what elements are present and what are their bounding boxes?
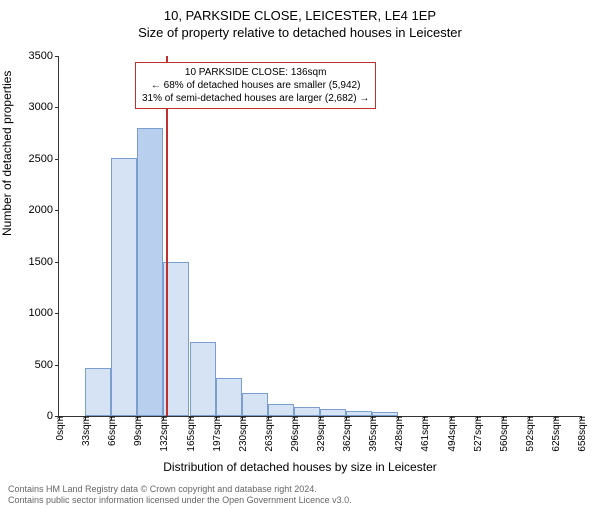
histogram-bar <box>137 128 163 416</box>
histogram-bar <box>111 158 137 416</box>
histogram-bar <box>190 342 216 416</box>
x-tick-label: 99sqm <box>133 416 144 446</box>
footer-attribution: Contains HM Land Registry data © Crown c… <box>8 484 352 506</box>
y-tick-mark <box>55 107 59 108</box>
x-tick-label: 395sqm <box>368 416 379 452</box>
y-tick-mark <box>55 365 59 366</box>
x-tick-label: 230sqm <box>238 416 249 452</box>
info-box: 10 PARKSIDE CLOSE: 136sqm← 68% of detach… <box>135 62 376 109</box>
x-tick-label: 560sqm <box>499 416 510 452</box>
x-tick-label: 197sqm <box>212 416 223 452</box>
histogram-bar <box>216 378 242 416</box>
x-tick-label: 362sqm <box>342 416 353 452</box>
histogram-bar <box>85 368 111 416</box>
x-tick-label: 132sqm <box>159 416 170 452</box>
histogram-bar <box>320 409 346 416</box>
x-tick-label: 296sqm <box>290 416 301 452</box>
reference-line <box>166 56 168 416</box>
x-tick-label: 428sqm <box>394 416 405 452</box>
info-box-line: ← 68% of detached houses are smaller (5,… <box>142 79 369 92</box>
x-tick-label: 658sqm <box>577 416 588 452</box>
x-axis-label: Distribution of detached houses by size … <box>0 460 600 474</box>
x-tick-label: 461sqm <box>420 416 431 452</box>
x-tick-label: 494sqm <box>447 416 458 452</box>
y-tick-mark <box>55 159 59 160</box>
plot-area: 05001000150020002500300035000sqm33sqm66s… <box>58 56 581 417</box>
info-box-line: 10 PARKSIDE CLOSE: 136sqm <box>142 66 369 79</box>
y-axis-label: Number of detached properties <box>0 71 14 236</box>
y-tick-mark <box>55 56 59 57</box>
histogram-bar <box>268 404 294 416</box>
histogram-bar <box>372 412 398 416</box>
x-tick-label: 0sqm <box>55 416 66 440</box>
y-tick-mark <box>55 210 59 211</box>
y-tick-mark <box>55 262 59 263</box>
x-tick-label: 263sqm <box>264 416 275 452</box>
page-title: 10, PARKSIDE CLOSE, LEICESTER, LE4 1EP <box>0 8 600 23</box>
x-tick-label: 527sqm <box>473 416 484 452</box>
x-tick-label: 625sqm <box>551 416 562 452</box>
x-tick-label: 33sqm <box>81 416 92 446</box>
x-tick-label: 165sqm <box>186 416 197 452</box>
x-tick-label: 329sqm <box>316 416 327 452</box>
footer-line1: Contains HM Land Registry data © Crown c… <box>8 484 352 495</box>
y-tick-mark <box>55 313 59 314</box>
histogram-bar <box>242 393 268 416</box>
footer-line2: Contains public sector information licen… <box>8 495 352 506</box>
page-subtitle: Size of property relative to detached ho… <box>0 25 600 40</box>
histogram-bar <box>294 407 320 416</box>
x-tick-label: 66sqm <box>107 416 118 446</box>
x-tick-label: 592sqm <box>525 416 536 452</box>
info-box-line: 31% of semi-detached houses are larger (… <box>142 92 369 105</box>
histogram-bar <box>346 411 372 416</box>
chart-container: 10, PARKSIDE CLOSE, LEICESTER, LE4 1EP S… <box>0 8 600 508</box>
